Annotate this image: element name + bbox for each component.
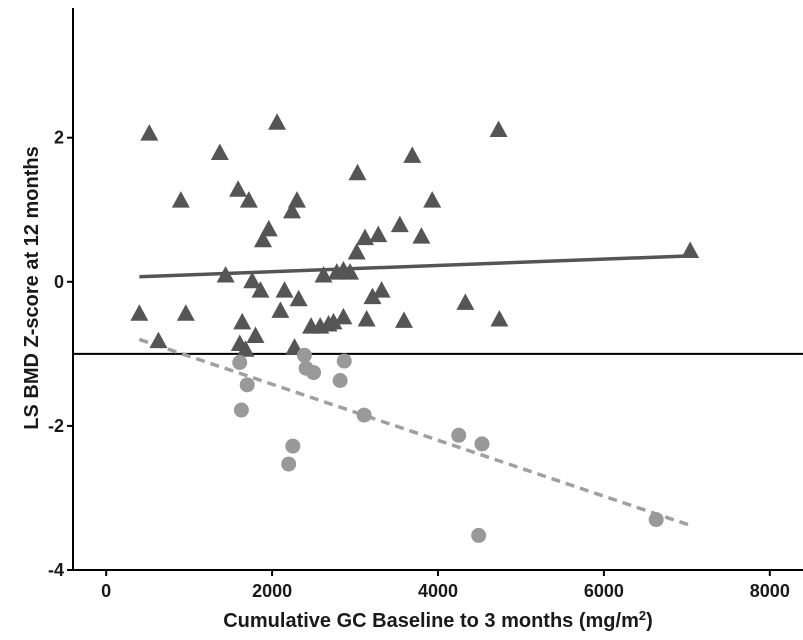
triangle-point (236, 340, 255, 357)
triangle-point (363, 287, 382, 305)
triangle-point (348, 163, 367, 181)
x-axis-label-close: ) (646, 610, 653, 632)
triangle-point (356, 228, 374, 246)
triangle-point (253, 230, 272, 248)
triangle-point (243, 271, 262, 289)
x-tick-label: 4000 (418, 581, 458, 601)
triangle-point (372, 281, 391, 298)
x-axis-label-main: Cumulative GC Baseline to 3 months (mg/m (223, 610, 639, 632)
triangle-point (334, 307, 353, 325)
y-tick-label: -2 (48, 416, 64, 436)
triangle-point (130, 304, 149, 321)
triangle-point (357, 309, 376, 327)
triangle-point (489, 120, 508, 137)
triangle-point (251, 281, 270, 298)
plot-area (73, 113, 803, 543)
triangle-point (275, 281, 294, 298)
fit-line-dashed (138, 337, 691, 527)
triangle-point (176, 304, 195, 321)
x-tick-label: 6000 (584, 581, 624, 601)
triangle-point (314, 266, 333, 283)
y-tick-label: 2 (54, 128, 64, 148)
triangle-point (681, 241, 700, 259)
x-axis-label: Cumulative GC Baseline to 3 months (mg/m… (223, 608, 653, 632)
triangle-point (324, 312, 343, 330)
triangle-point (287, 191, 306, 208)
triangle-point (490, 309, 509, 327)
triangle-point (271, 301, 290, 318)
circle-point (285, 438, 301, 454)
circle-point (356, 407, 372, 423)
triangle-point (347, 242, 366, 260)
triangle-point (390, 215, 409, 233)
circle-point (332, 373, 348, 389)
circle-point (471, 527, 487, 543)
triangle-point (229, 180, 248, 197)
triangle-point (149, 331, 168, 349)
circle-point (336, 353, 352, 369)
triangle-point (171, 191, 190, 208)
circle-point (239, 377, 255, 393)
axes (72, 8, 803, 571)
triangle-point (140, 124, 159, 141)
x-axis-label-superscript: 2 (639, 608, 646, 623)
triangle-point (394, 311, 413, 328)
triangle-point (259, 219, 278, 237)
x-tick-label: 2000 (252, 581, 292, 601)
fit-line-solid (139, 254, 691, 279)
circle-point (232, 354, 248, 370)
triangle-point (233, 312, 252, 330)
x-tick-label: 8000 (750, 581, 790, 601)
circle-point (281, 456, 297, 472)
x-tick-label: 0 (101, 581, 111, 601)
circle-point (296, 347, 312, 363)
triangle-point (341, 263, 360, 280)
triangle-point (456, 293, 475, 310)
circle-point (233, 402, 249, 418)
y-axis-label: LS BMD Z-score at 12 months (21, 146, 43, 429)
triangle-point (246, 326, 265, 344)
triangle-point (369, 225, 388, 243)
y-tick-label: -4 (48, 560, 64, 580)
triangle-point (210, 143, 229, 161)
triangle-point (216, 266, 235, 283)
y-tick-label: 0 (54, 272, 64, 292)
circle-point (648, 512, 664, 528)
ticks: 0 2000 4000 6000 8000 -4 -2 0 2 (48, 128, 790, 601)
triangle-point (268, 113, 287, 130)
triangle-point (239, 191, 258, 208)
triangle-point (289, 289, 308, 307)
triangle-point (412, 227, 431, 244)
circle-point (474, 436, 490, 452)
triangle-point (423, 191, 442, 208)
circle-point (306, 365, 322, 381)
circle-point (451, 427, 467, 443)
triangle-point (283, 201, 301, 219)
triangle-point (403, 146, 422, 163)
